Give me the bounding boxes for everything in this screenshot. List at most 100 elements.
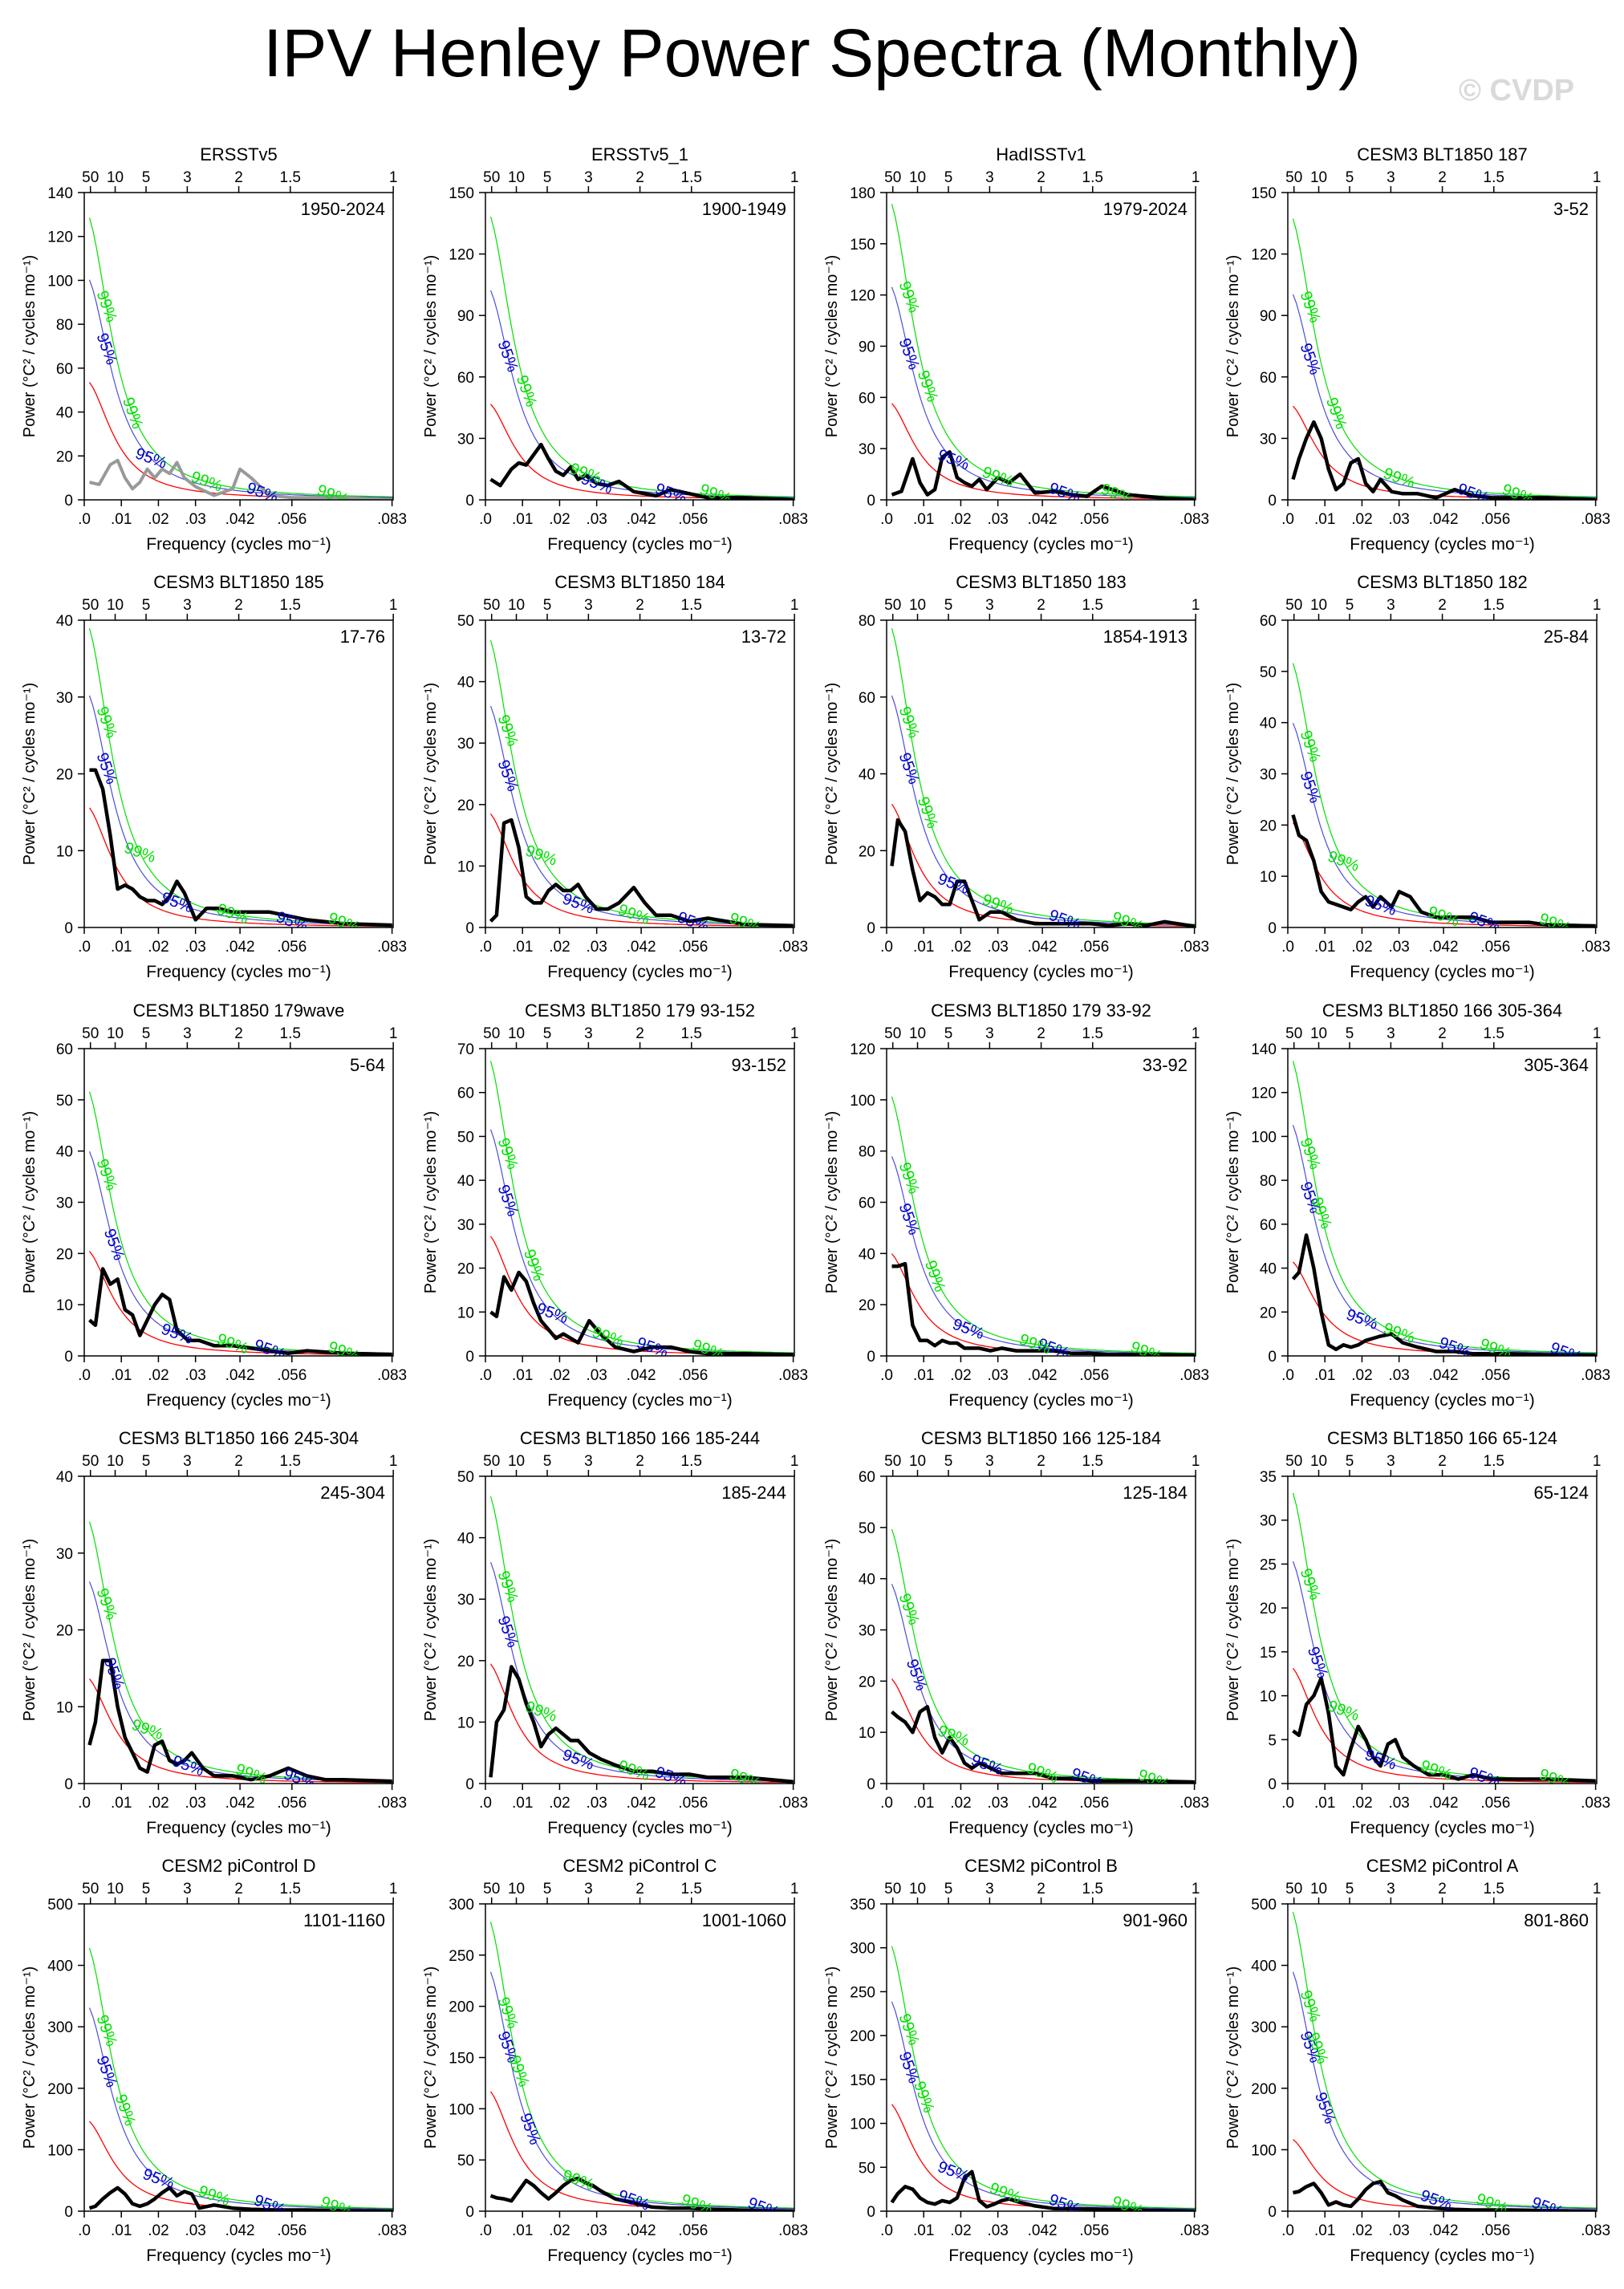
y-tick-label: 0 [465, 1776, 474, 1793]
ci95-line [88, 279, 393, 498]
period-tick-label: 10 [1310, 1025, 1327, 1042]
ci99-label: 99% [326, 1338, 362, 1366]
x-tick-label: .083 [1581, 1367, 1610, 1384]
x-axis-label: Frequency (cycles mo⁻¹) [948, 1391, 1133, 1410]
x-tick-label: .042 [627, 1795, 656, 1812]
panel-frame [83, 192, 394, 501]
panel-period: 1854-1913 [1103, 627, 1188, 647]
ci99-line [1292, 1492, 1597, 1781]
period-tick-label: 3 [183, 169, 192, 186]
period-tick-label: 5 [142, 1881, 151, 1897]
ci99-label: 99% [1098, 481, 1135, 508]
power-spectrum-line [88, 1267, 392, 1356]
ci95-label: 95% [170, 1752, 206, 1780]
panel-period: 33-92 [1143, 1055, 1188, 1075]
period-tick-label: 10 [107, 1881, 124, 1897]
period-tick-label: 10 [508, 1453, 525, 1470]
y-tick-label: 140 [1251, 1041, 1277, 1058]
y-tick-label: 40 [859, 767, 875, 784]
period-tick-label: 2 [635, 169, 644, 186]
x-tick-label: .0 [880, 939, 893, 956]
panel-period: 1900-1949 [702, 199, 786, 219]
ci99-label: 99% [1110, 2193, 1146, 2220]
period-tick-label: 10 [909, 597, 926, 614]
ci99-label: 99% [1537, 910, 1573, 937]
y-tick-label: 20 [1260, 1601, 1277, 1617]
period-tick-label: 50 [483, 597, 500, 614]
ci99-line [1292, 218, 1597, 497]
x-tick-label: .056 [678, 939, 708, 956]
y-tick-label: 100 [1251, 2142, 1277, 2159]
y-tick-label: 5 [1268, 1732, 1277, 1749]
y-axis-label: Power (°C² / cycles mo⁻¹) [1224, 1539, 1242, 1721]
panel-curves: 95%95%95%99%99%99%99% [891, 1096, 1196, 1356]
x-tick-label: .042 [225, 511, 255, 528]
period-tick-label: 50 [884, 1881, 901, 1897]
ci95-label: 95% [1436, 1334, 1472, 1362]
panel-curves: 95%95%95%99%99%99%99% [88, 627, 393, 936]
period-tick-label: 3 [985, 1025, 994, 1042]
panel-curves: 95%95%95%99%99%99%99% [489, 1061, 794, 1356]
ci95-line [1292, 1560, 1597, 1782]
period-tick-label: 1.5 [681, 597, 702, 614]
y-tick-label: 30 [859, 441, 875, 458]
period-tick-label: 1 [790, 1453, 799, 1470]
period-tick-label: 3 [183, 1025, 192, 1042]
x-tick-label: .083 [1179, 1795, 1209, 1812]
power-spectrum-line [87, 1658, 392, 1784]
x-tick-label: .0 [1281, 939, 1294, 956]
ci99-line [1292, 1061, 1597, 1354]
x-tick-label: .03 [586, 939, 607, 956]
panel-curves: 95%95%95%99%99%99% [87, 1521, 393, 1784]
y-tick-label: 80 [859, 1144, 875, 1161]
ci95-label: 95% [1311, 2090, 1338, 2126]
period-tick-label: 3 [584, 169, 593, 186]
y-tick-label: 30 [457, 1592, 474, 1609]
period-tick-label: 10 [508, 1025, 525, 1042]
y-tick-label: 0 [64, 1776, 73, 1793]
panel-frame [485, 1048, 795, 1357]
power-spectrum-line [88, 2186, 392, 2211]
period-tick-label: 1.5 [280, 169, 301, 186]
y-tick-label: 300 [449, 1897, 474, 1914]
period-tick-label: 1 [790, 597, 799, 614]
y-tick-label: 60 [1260, 613, 1277, 630]
power-spectrum-line [489, 442, 794, 500]
period-tick-label: 1 [1192, 1025, 1200, 1042]
x-tick-label: .03 [1388, 2222, 1409, 2239]
y-axis-label: Power (°C² / cycles mo⁻¹) [21, 1111, 39, 1293]
ci95-line [88, 2007, 393, 2210]
x-axis-label: Frequency (cycles mo⁻¹) [146, 1819, 331, 1837]
x-tick-label: .083 [377, 1367, 407, 1384]
ci99-label: 99% [1110, 908, 1146, 935]
period-tick-label: 10 [508, 597, 525, 614]
x-tick-label: .03 [185, 1795, 205, 1812]
y-tick-label: 30 [859, 1623, 875, 1640]
x-tick-label: .042 [1028, 511, 1058, 528]
ci99-label: 99% [1500, 481, 1536, 508]
ci95-label: 95% [100, 1655, 128, 1691]
ci95-label: 95% [1466, 1764, 1502, 1792]
y-tick-label: 120 [850, 1041, 875, 1058]
ci99-label: 99% [326, 909, 362, 936]
x-tick-label: .01 [512, 1795, 533, 1812]
panel-title: CESM3 BLT1850 166 185-244 [520, 1428, 760, 1448]
y-tick-label: 80 [859, 613, 875, 630]
power-spectrum-line [891, 450, 1195, 500]
y-tick-label: 150 [1251, 185, 1277, 202]
y-tick-label: 120 [850, 288, 875, 305]
period-tick-label: 50 [82, 1453, 99, 1470]
ci99-label: 99% [1537, 1766, 1573, 1793]
period-tick-label: 50 [884, 1025, 901, 1042]
ci99-line [88, 1521, 393, 1782]
y-tick-label: 250 [850, 1984, 875, 2001]
y-tick-label: 0 [465, 920, 474, 937]
y-axis-label: Power (°C² / cycles mo⁻¹) [823, 255, 841, 437]
x-tick-label: .02 [950, 939, 971, 956]
period-tick-label: 2 [1037, 597, 1045, 614]
x-axis-label: Frequency (cycles mo⁻¹) [948, 1819, 1133, 1837]
panel-period: 801-860 [1524, 1910, 1589, 1930]
y-tick-label: 0 [465, 1349, 474, 1366]
spectrum-panel: CESM3 BLT1850 179 93-152 93-152 95% 95% 95% 9… [422, 1000, 808, 1410]
